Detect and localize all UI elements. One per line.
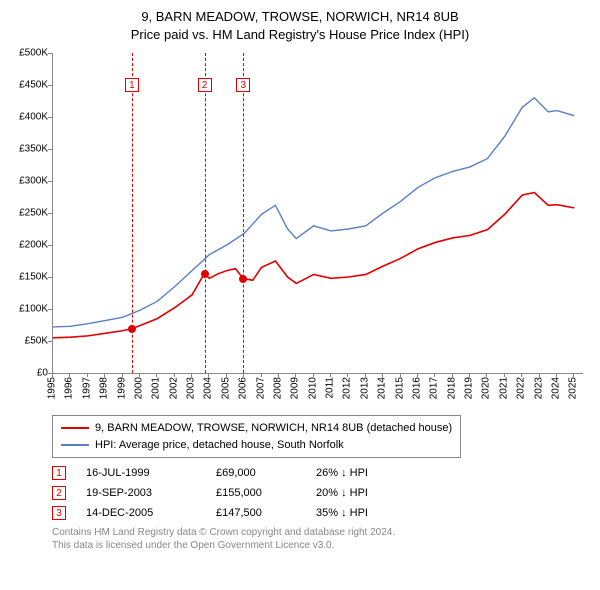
- x-tick-label: 2020: [481, 377, 492, 399]
- event-vline: [243, 53, 244, 373]
- x-tick-label: 1999: [116, 377, 127, 399]
- x-tick-label: 1998: [99, 377, 110, 399]
- footer: Contains HM Land Registry data © Crown c…: [52, 526, 580, 552]
- event-vline: [205, 53, 206, 373]
- x-tick-label: 2012: [342, 377, 353, 399]
- x-tick-label: 2007: [255, 377, 266, 399]
- event-date: 14-DEC-2005: [86, 507, 196, 519]
- x-tick-label: 2024: [550, 377, 561, 399]
- title-line1: 9, BARN MEADOW, TROWSE, NORWICH, NR14 8U…: [10, 8, 590, 26]
- x-tick-label: 2001: [151, 377, 162, 399]
- x-tick-label: 2004: [203, 377, 214, 399]
- event-date: 19-SEP-2003: [86, 487, 196, 499]
- x-tick-label: 2010: [307, 377, 318, 399]
- title-line2: Price paid vs. HM Land Registry's House …: [10, 26, 590, 44]
- event-row-marker: 2: [52, 486, 66, 500]
- event-dot: [239, 275, 247, 283]
- y-tick-label: £200K: [10, 240, 48, 251]
- x-tick-label: 2014: [377, 377, 388, 399]
- event-dot: [128, 325, 136, 333]
- x-tick-label: 2016: [411, 377, 422, 399]
- x-tick-label: 2000: [133, 377, 144, 399]
- chart: 1 2 3 £0 £50K £100K £150K £200K £250K £300K £350K…: [10, 49, 590, 409]
- event-row: 3 14-DEC-2005 £147,500 35% ↓ HPI: [52, 506, 580, 520]
- x-tick-label: 2013: [359, 377, 370, 399]
- event-marker: 3: [236, 78, 250, 92]
- plot-area: 1 2 3: [52, 53, 583, 374]
- legend-label: HPI: Average price, detached house, Sout…: [95, 437, 344, 454]
- footer-line2: This data is licensed under the Open Gov…: [52, 539, 580, 552]
- event-row-marker: 1: [52, 466, 66, 480]
- x-tick-label: 2009: [290, 377, 301, 399]
- y-tick-label: £150K: [10, 272, 48, 283]
- event-price: £155,000: [216, 487, 296, 499]
- event-date: 16-JUL-1999: [86, 467, 196, 479]
- event-marker: 1: [125, 78, 139, 92]
- x-tick-label: 2006: [238, 377, 249, 399]
- y-tick-label: £250K: [10, 208, 48, 219]
- event-marker: 2: [198, 78, 212, 92]
- event-delta: 35% ↓ HPI: [316, 507, 368, 519]
- y-tick: [48, 53, 52, 54]
- x-tick-label: 1996: [64, 377, 75, 399]
- x-tick-label: 2005: [220, 377, 231, 399]
- y-tick: [48, 181, 52, 182]
- event-row: 1 16-JUL-1999 £69,000 26% ↓ HPI: [52, 466, 580, 480]
- event-dot: [201, 270, 209, 278]
- event-row: 2 19-SEP-2003 £155,000 20% ↓ HPI: [52, 486, 580, 500]
- x-tick-label: 2025: [568, 377, 579, 399]
- y-tick-label: £400K: [10, 112, 48, 123]
- x-tick-label: 2018: [446, 377, 457, 399]
- y-tick-label: £450K: [10, 80, 48, 91]
- y-tick-label: £500K: [10, 48, 48, 59]
- event-price: £147,500: [216, 507, 296, 519]
- x-tick-label: 2015: [394, 377, 405, 399]
- y-tick-label: £50K: [10, 336, 48, 347]
- y-tick-label: £350K: [10, 144, 48, 155]
- x-tick-label: 1997: [81, 377, 92, 399]
- x-tick-label: 2021: [498, 377, 509, 399]
- y-tick-label: £0: [10, 368, 48, 379]
- x-tick-label: 2003: [186, 377, 197, 399]
- legend: 9, BARN MEADOW, TROWSE, NORWICH, NR14 8U…: [52, 415, 461, 458]
- x-tick-label: 2022: [516, 377, 527, 399]
- legend-item: 9, BARN MEADOW, TROWSE, NORWICH, NR14 8U…: [61, 420, 452, 437]
- y-tick: [48, 245, 52, 246]
- legend-swatch: [61, 427, 89, 429]
- y-tick: [48, 277, 52, 278]
- x-tick-label: 2002: [168, 377, 179, 399]
- x-tick-label: 1995: [47, 377, 58, 399]
- footer-line1: Contains HM Land Registry data © Crown c…: [52, 526, 580, 539]
- event-delta: 20% ↓ HPI: [316, 487, 368, 499]
- event-price: £69,000: [216, 467, 296, 479]
- legend-item: HPI: Average price, detached house, Sout…: [61, 437, 452, 454]
- event-delta: 26% ↓ HPI: [316, 467, 368, 479]
- y-tick: [48, 85, 52, 86]
- x-tick-label: 2019: [464, 377, 475, 399]
- event-row-marker: 3: [52, 506, 66, 520]
- y-tick: [48, 341, 52, 342]
- y-tick: [48, 149, 52, 150]
- x-tick-label: 2017: [429, 377, 440, 399]
- legend-swatch: [61, 444, 89, 446]
- x-tick-label: 2008: [272, 377, 283, 399]
- events-table: 1 16-JUL-1999 £69,000 26% ↓ HPI 2 19-SEP-2003…: [52, 466, 580, 520]
- x-tick-label: 2011: [325, 377, 336, 399]
- x-tick-label: 2023: [533, 377, 544, 399]
- y-tick: [48, 117, 52, 118]
- y-tick: [48, 309, 52, 310]
- legend-label: 9, BARN MEADOW, TROWSE, NORWICH, NR14 8U…: [95, 420, 452, 437]
- y-tick: [48, 213, 52, 214]
- y-tick-label: £100K: [10, 304, 48, 315]
- y-tick-label: £300K: [10, 176, 48, 187]
